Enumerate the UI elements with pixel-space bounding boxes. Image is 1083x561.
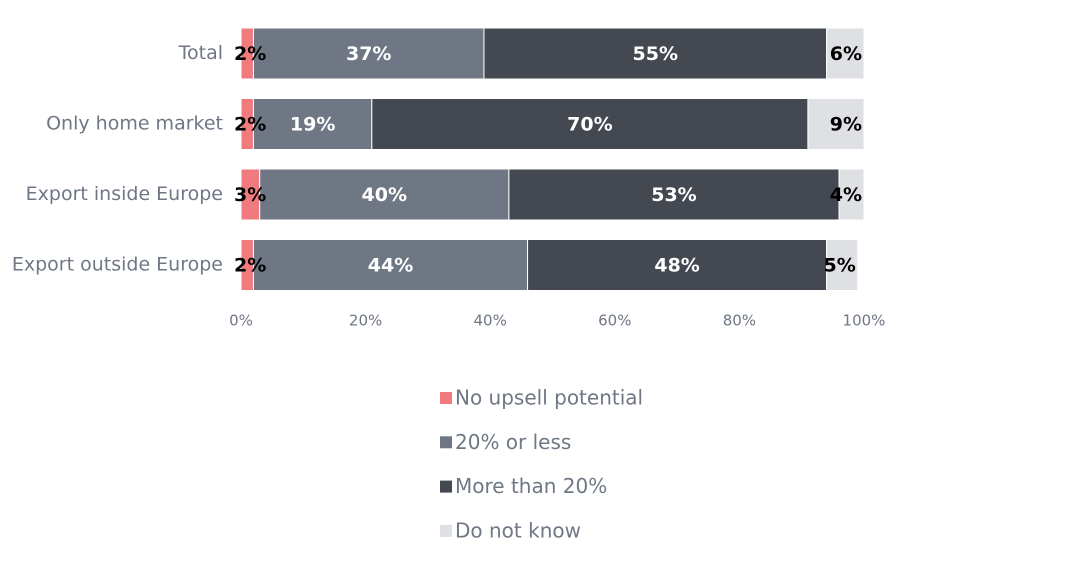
- x-axis: 0% 20% 40% 60% 80% 100%: [229, 312, 885, 330]
- x-tick-label: 100%: [843, 312, 886, 330]
- legend-swatch: [440, 524, 452, 537]
- bar-segment: [527, 239, 828, 291]
- bar-segment: [371, 98, 809, 150]
- category-label: Export inside Europe: [26, 183, 223, 205]
- bar-segment: [508, 168, 840, 221]
- category-label: Export outside Europe: [12, 254, 223, 276]
- bar-segment: [807, 98, 865, 150]
- bar-segment: [483, 27, 828, 80]
- bar-segment: [826, 27, 865, 80]
- category-label: Total: [178, 42, 223, 64]
- data-label: 70%: [567, 114, 612, 136]
- x-tick-label: 0%: [229, 312, 253, 330]
- data-label: 40%: [362, 184, 407, 206]
- bar-segment: [252, 27, 485, 80]
- bar-segment: [838, 168, 865, 221]
- bar-segment: [252, 98, 373, 150]
- data-label: 19%: [290, 114, 335, 136]
- x-tick-label: 40%: [474, 312, 507, 330]
- category-label: Only home market: [46, 113, 223, 135]
- legend-label: More than 20%: [455, 474, 607, 498]
- data-label: 55%: [633, 43, 678, 65]
- data-label: 2%: [234, 43, 266, 65]
- x-tick-label: 80%: [723, 312, 756, 330]
- data-label: 6%: [830, 43, 862, 65]
- data-label: 44%: [368, 255, 413, 277]
- category-labels: Total Only home market Export inside Europ…: [12, 42, 223, 276]
- data-label: 37%: [346, 43, 391, 65]
- value-labels: 2% 37% 55% 6% 2% 19% 70% 9% 3% 40% 53% 4% 2% 44% 48% 5%: [234, 43, 862, 277]
- data-label: 9%: [830, 114, 862, 136]
- legend-label: 20% or less: [455, 430, 571, 454]
- bar-segment: [252, 239, 529, 291]
- data-label: 53%: [651, 184, 696, 206]
- data-label: 2%: [234, 255, 266, 277]
- data-label: 5%: [824, 255, 856, 277]
- data-label: 3%: [234, 184, 266, 206]
- legend-swatch: [440, 436, 452, 449]
- bar-segment: [259, 168, 510, 221]
- data-label: 2%: [234, 114, 266, 136]
- data-label: 4%: [830, 184, 862, 206]
- x-tick-label: 20%: [349, 312, 382, 330]
- legend-swatch: [440, 392, 452, 404]
- legend: No upsell potential 20% or less More than …: [440, 386, 643, 542]
- legend-label: No upsell potential: [455, 386, 643, 410]
- bar-segment: [826, 239, 859, 291]
- bars: [240, 27, 865, 291]
- legend-swatch: [440, 480, 452, 493]
- x-tick-label: 60%: [598, 312, 631, 330]
- data-label: 48%: [654, 255, 699, 277]
- legend-label: Do not know: [455, 518, 581, 542]
